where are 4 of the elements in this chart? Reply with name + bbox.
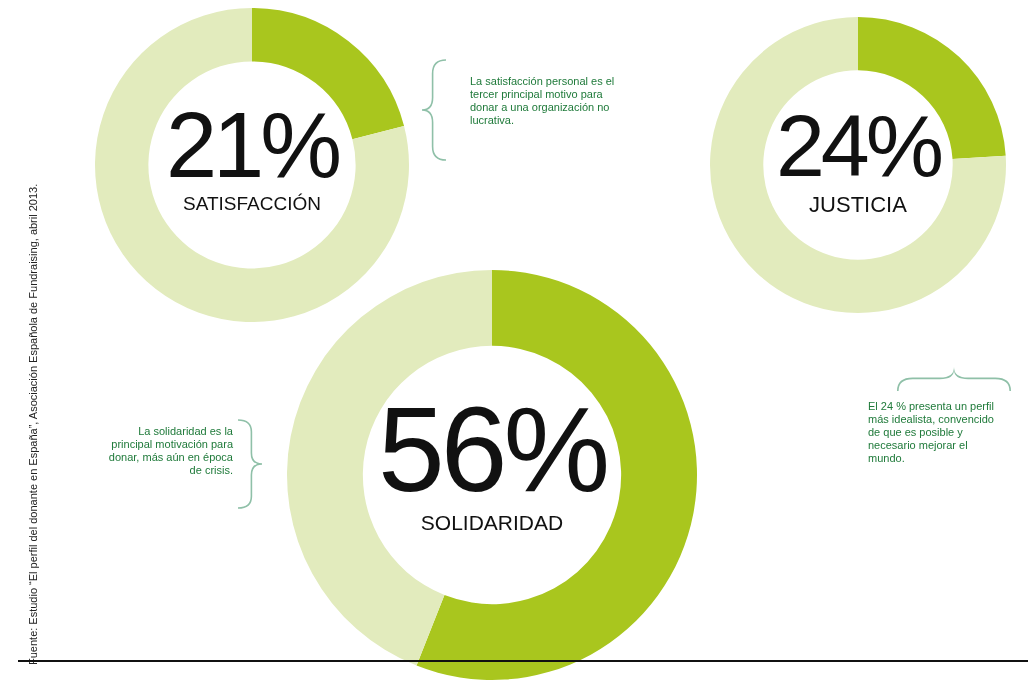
text: La satisfacción personal es el tercer principal motivo para donar a una organización no lucrativa.: [470, 75, 616, 127]
text: La solidaridad es la principal motivación para donar, más aún en época de crisis.: [107, 425, 233, 477]
slice-label: SATISFACCIÓN: [182, 192, 322, 215]
text: El 24 % presenta un perfil más idealista, convencido de que es posible y necesario mejorar el mundo.: [868, 400, 995, 465]
